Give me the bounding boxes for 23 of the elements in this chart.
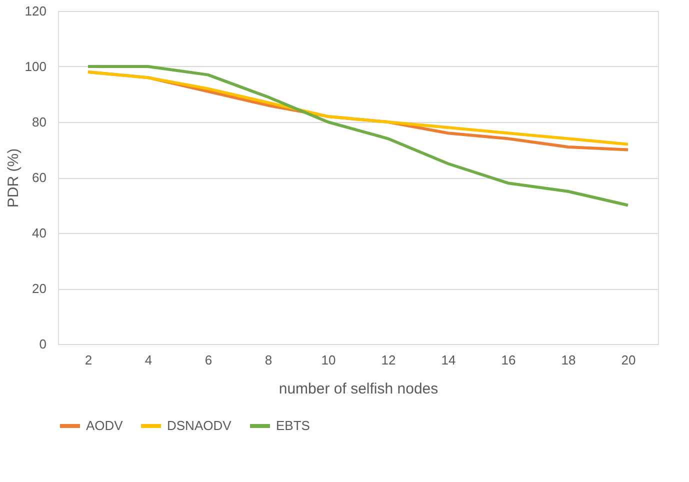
x-tick-label: 14 [441,352,456,368]
y-tick-label: 0 [39,336,46,352]
y-tick-label: 40 [32,226,46,240]
x-axis-title: number of selfish nodes [278,380,438,398]
legend-label: DSNAODV [167,418,232,433]
y-tick-label: 100 [24,59,46,74]
x-tick-label: 20 [621,352,636,368]
x-tick-label: 10 [321,352,336,368]
x-tick-label: 6 [204,352,212,368]
y-tick-label: 20 [32,281,46,296]
legend-label: AODV [86,418,124,433]
legend-label: EBTS [276,418,310,433]
x-tick-label: 4 [144,352,152,368]
x-tick-label: 8 [264,352,272,368]
y-tick-label: 80 [32,114,46,130]
x-tick-label: 18 [561,352,576,368]
y-tick-label: 120 [24,4,46,18]
y-tick-label: 60 [32,170,46,185]
line-series [86,65,630,207]
x-tick-label: 2 [84,352,92,368]
x-tick-label: 16 [501,352,516,368]
y-axis-title: PDR (%) [4,148,22,208]
x-tick-label: 12 [381,352,396,368]
